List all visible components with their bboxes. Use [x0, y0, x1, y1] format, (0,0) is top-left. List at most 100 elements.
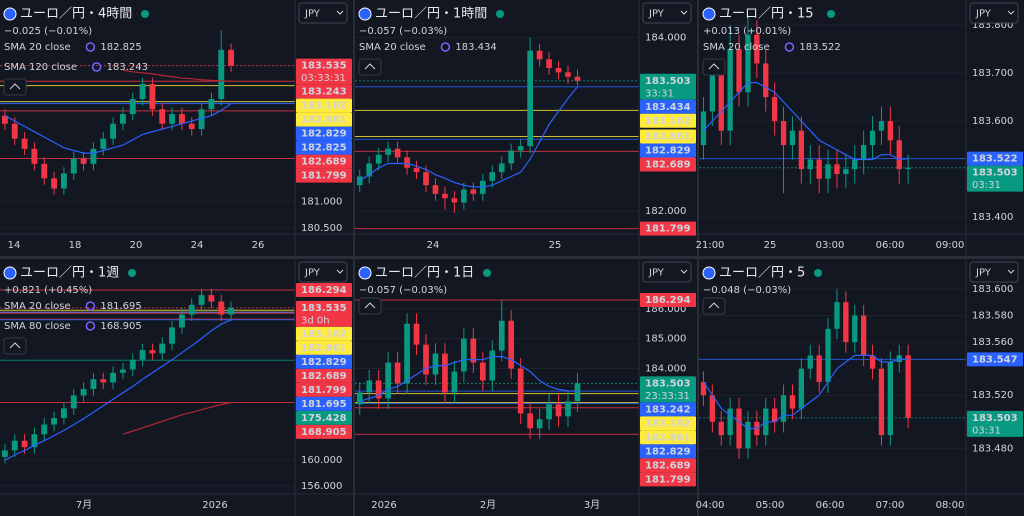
price-tag-label: 182.861: [645, 131, 691, 142]
x-tick-label: 7月: [76, 499, 92, 511]
plot: [0, 29, 295, 229]
price-tag-label: 183.503: [972, 413, 1018, 424]
chart-panel: 183.600 183.580 183.560 183.520 183.480 04:00…: [696, 259, 1024, 516]
y-tick-label: 183.600: [972, 116, 1013, 127]
y-tick-label: 183.520: [972, 390, 1013, 401]
sma-line: [703, 82, 909, 161]
candle-body: [423, 344, 429, 375]
y-tick-label: 183.800: [972, 20, 1013, 31]
collapse-button[interactable]: [702, 58, 726, 76]
x-tick-label: 24: [191, 240, 204, 251]
candle-body: [498, 163, 505, 173]
price-tag: [296, 58, 352, 85]
currency-button[interactable]: [642, 2, 692, 24]
price-tag: [640, 430, 696, 445]
chart-title: ユーロ／円・1週: [20, 266, 119, 281]
price-tag: [296, 140, 352, 155]
candle-body: [860, 145, 867, 160]
currency-button[interactable]: [298, 261, 348, 283]
price-tag-countdown: 03:31: [972, 425, 1001, 436]
currency-label: JPY: [648, 268, 665, 279]
price-tag: [967, 352, 1023, 367]
sma-icon: [85, 301, 96, 311]
y-tick-label: 183.700: [972, 68, 1013, 79]
candle-body: [852, 159, 858, 170]
candle-body: [423, 172, 429, 186]
candle-body: [508, 150, 515, 164]
candle-body: [432, 353, 439, 375]
change-text: −0.057 (−0.03%): [359, 26, 447, 37]
candle-body: [11, 440, 18, 451]
currency-button[interactable]: [298, 2, 348, 24]
candle-body: [149, 84, 156, 110]
price-tag: [640, 444, 696, 459]
sma-value: 182.825: [100, 42, 141, 53]
sma-icon: [91, 62, 102, 72]
collapse-button[interactable]: [3, 78, 27, 96]
collapse-button[interactable]: [358, 297, 382, 315]
sma-icon: [85, 42, 96, 52]
x-tick-label: 20: [130, 240, 143, 251]
price-tag: [296, 98, 352, 113]
candle-body: [536, 419, 543, 429]
price-tag-label: 183.162: [645, 418, 691, 429]
candle-body: [489, 172, 496, 181]
price-tag-label: 168.905: [301, 427, 347, 438]
candle-body: [565, 72, 571, 77]
candle-body: [745, 421, 751, 449]
currency-button[interactable]: [642, 261, 692, 283]
candle-body: [852, 315, 858, 343]
currency-chevron: [680, 10, 688, 15]
price-tag: [296, 368, 352, 383]
price-tag: [296, 410, 352, 425]
price-tag-label: 175.428: [301, 413, 347, 424]
collapse-chevron: [708, 63, 720, 70]
price-tag-label: 182.829: [645, 145, 691, 156]
price-tag-label: 183.434: [645, 102, 691, 113]
candle-body: [517, 368, 524, 414]
price-tag: [967, 151, 1023, 166]
candle-body: [90, 148, 97, 164]
price-tag: [296, 168, 352, 183]
candle-body: [198, 109, 205, 130]
price-tag: [967, 410, 1023, 437]
symbol-icon: [358, 7, 372, 21]
x-tick-label: 09:00: [936, 240, 965, 251]
currency-button[interactable]: [969, 261, 1019, 283]
sma-label: SMA 20 close: [703, 42, 770, 53]
x-tick-label: 04:00: [696, 500, 725, 511]
x-tick-label: 2月: [480, 499, 496, 511]
candle-body: [479, 362, 486, 381]
candle-body: [470, 338, 477, 363]
price-tag: [296, 382, 352, 397]
collapse-chevron: [708, 302, 720, 309]
candle-body: [432, 185, 439, 194]
price-tag-label: 183.503: [645, 378, 691, 389]
collapse-button[interactable]: [3, 337, 27, 355]
price-tag: [296, 282, 352, 297]
plot: [355, 299, 639, 439]
candle-body: [100, 379, 107, 383]
candle-body: [169, 114, 176, 124]
collapse-button[interactable]: [358, 58, 382, 76]
change-text: +0.821 (+0.45%): [4, 285, 92, 296]
sma-value: 183.434: [455, 42, 496, 53]
currency-button[interactable]: [969, 2, 1019, 24]
candle-body: [188, 123, 195, 130]
price-tag-label: 183.242: [645, 404, 691, 415]
panel-bg: [699, 259, 1024, 516]
collapse-button[interactable]: [702, 297, 726, 315]
price-tag-label: 182.825: [301, 143, 347, 154]
candle-body: [41, 424, 48, 435]
sma-label: SMA 80 close: [4, 321, 71, 332]
candle-body: [169, 327, 176, 344]
candle-body: [119, 369, 126, 373]
candle-body: [727, 408, 733, 436]
y-tick-label: 183.400: [972, 212, 1013, 223]
price-tag-countdown: 3d 0h: [301, 315, 330, 326]
candle-body: [31, 434, 38, 448]
candle-body: [228, 49, 235, 66]
sma-label: SMA 20 close: [4, 42, 71, 53]
